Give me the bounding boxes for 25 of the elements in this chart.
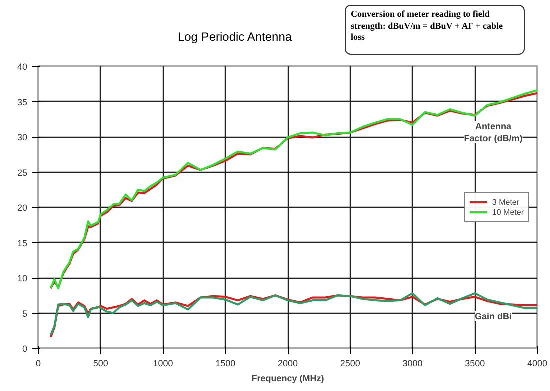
y-tick-label: 40 — [17, 62, 28, 72]
y-tick-label: 5 — [22, 308, 28, 319]
x-tick-label: 1000 — [153, 358, 174, 368]
annotation: Antenna Factor (dB/m) — [464, 122, 523, 144]
x-tick-label: 2500 — [340, 358, 360, 368]
x-tick-label: 500 — [93, 358, 108, 368]
annotation: Gain dBi — [475, 312, 512, 322]
x-tick-label: 3000 — [402, 358, 423, 368]
text: Conversion of meter reading to field strength: dBuV/m = dBuV + AF + cable loss — [351, 9, 504, 44]
x-tick-label: 2000 — [278, 358, 298, 368]
x-axis-title: Frequency (MHz) — [252, 374, 324, 384]
y-tick-label: 30 — [17, 132, 28, 142]
x-tick-label: 0 — [36, 358, 42, 368]
legend-label: 3 Meter — [492, 197, 520, 207]
x-tick-label: 4000 — [527, 358, 548, 368]
y-tick-label: 25 — [17, 168, 28, 178]
y-tick-label: 20 — [17, 203, 28, 213]
y-tick-label: 10 — [17, 274, 28, 284]
y-tick-label: 15 — [17, 238, 28, 248]
y-tick-label: 0 — [22, 344, 28, 354]
x-tick-label: 1500 — [216, 358, 236, 368]
x-tick-label: 3500 — [465, 358, 486, 368]
chart-title: Log Periodic Antenna — [178, 29, 292, 46]
legend-label: 10 Meter — [492, 207, 524, 217]
y-tick-label: 35 — [17, 97, 28, 108]
